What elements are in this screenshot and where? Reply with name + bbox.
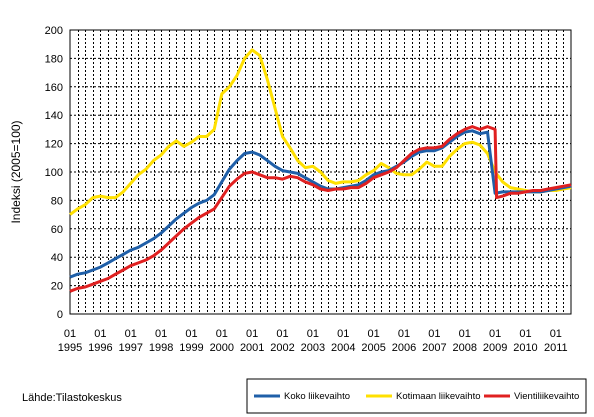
x-tick-quarter-label: 01 xyxy=(398,328,410,340)
x-tick-quarter-label: 01 xyxy=(94,328,106,340)
legend-label: Vientiliikevaihto xyxy=(514,391,579,402)
x-tick-quarter-label: 01 xyxy=(489,328,501,340)
x-tick-year-label: 2001 xyxy=(240,342,264,354)
x-tick-quarter-label: 01 xyxy=(307,328,319,340)
x-tick-quarter-label: 01 xyxy=(519,328,531,340)
x-tick-quarter-label: 01 xyxy=(64,328,76,340)
plot-area xyxy=(69,29,572,315)
series-line-3 xyxy=(69,125,572,293)
series-line-1 xyxy=(69,129,572,279)
x-tick-year-label: 2000 xyxy=(210,342,234,354)
x-tick-year-label: 2008 xyxy=(452,342,476,354)
x-tick-quarter-label: 01 xyxy=(246,328,258,340)
x-tick-year-label: 2009 xyxy=(483,342,507,354)
x-tick-year-label: 2007 xyxy=(422,342,446,354)
x-tick-quarter-label: 01 xyxy=(428,328,440,340)
y-tick-label: 100 xyxy=(45,167,63,179)
y-axis-label: Indeksi (2005=100) xyxy=(9,120,23,223)
series-lines xyxy=(69,48,572,293)
x-tick-year-label: 2003 xyxy=(301,342,325,354)
x-tick-quarter-label: 01 xyxy=(368,328,380,340)
x-tick-year-label: 1999 xyxy=(179,342,203,354)
x-tick-year-label: 1995 xyxy=(58,342,82,354)
x-tick-year-label: 1996 xyxy=(88,342,112,354)
x-tick-quarter-label: 01 xyxy=(155,328,167,340)
x-tick-quarter-label: 01 xyxy=(459,328,471,340)
y-tick-label: 120 xyxy=(45,139,63,151)
x-tick-year-label: 1998 xyxy=(149,342,173,354)
source-note: Lähde:Tilastokeskus xyxy=(22,392,122,404)
x-tick-year-label: 2002 xyxy=(270,342,294,354)
y-tick-label: 180 xyxy=(45,53,63,65)
legend-box xyxy=(246,378,587,414)
x-tick-year-label: 2011 xyxy=(544,342,568,354)
y-tick-label: 40 xyxy=(51,252,63,264)
y-tick-label: 0 xyxy=(57,309,63,321)
x-tick-quarter-label: 01 xyxy=(550,328,562,340)
y-tick-label: 140 xyxy=(45,110,63,122)
x-tick-quarter-label: 01 xyxy=(185,328,197,340)
x-tick-quarter-label: 01 xyxy=(216,328,228,340)
y-tick-label: 60 xyxy=(51,224,63,236)
y-tick-label: 80 xyxy=(51,195,63,207)
y-tick-label: 160 xyxy=(45,82,63,94)
x-tick-year-label: 2006 xyxy=(392,342,416,354)
x-axis-ticks: 01 1995 01 1996 01 1997 01 1998 01 1999 01 2000 01 20… xyxy=(58,328,568,354)
legend-label: Kotimaan liikevaihto xyxy=(396,391,481,402)
x-tick-year-label: 1997 xyxy=(118,342,142,354)
x-tick-quarter-label: 01 xyxy=(125,328,137,340)
legend: Koko liikevaihto Kotimaan liikevaihto Vien… xyxy=(246,378,587,414)
x-tick-year-label: 2010 xyxy=(513,342,537,354)
y-tick-label: 20 xyxy=(51,281,63,293)
x-tick-quarter-label: 01 xyxy=(337,328,349,340)
series-line-2 xyxy=(69,48,572,216)
y-axis-ticks: 0 20 40 60 80 100 120 140 160 180 200 xyxy=(45,25,63,321)
x-tick-quarter-label: 01 xyxy=(276,328,288,340)
y-tick-label: 200 xyxy=(45,25,63,37)
x-tick-year-label: 2004 xyxy=(331,342,355,354)
x-tick-year-label: 2005 xyxy=(361,342,385,354)
legend-label: Koko liikevaihto xyxy=(284,391,350,402)
